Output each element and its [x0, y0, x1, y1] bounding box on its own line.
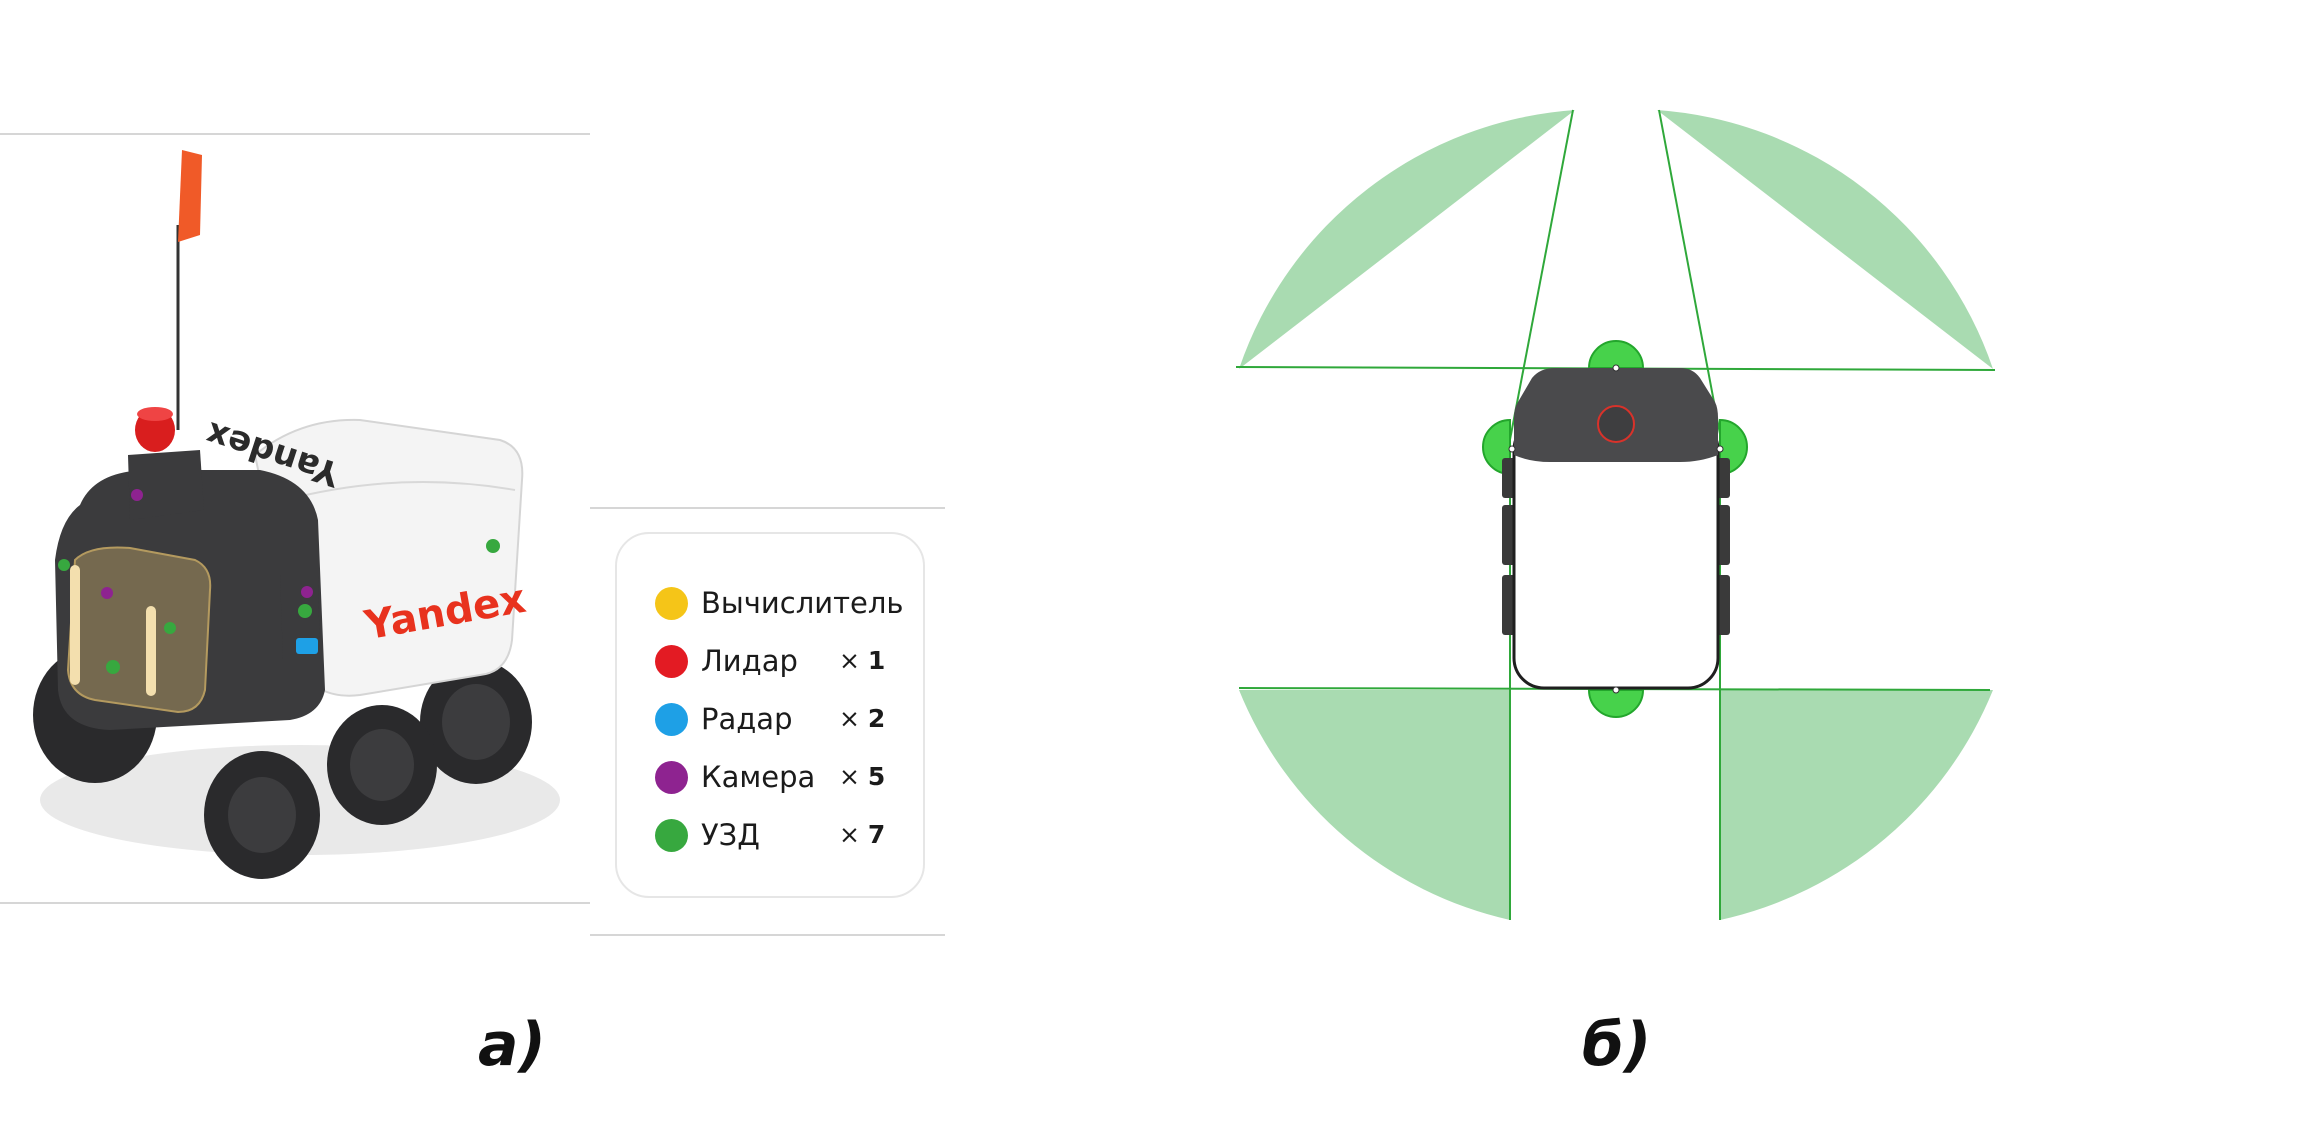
sensor-legend: Вычислитель Лидар × 1 Радар × 2 Камера ×…	[615, 532, 925, 898]
uzd-front-left	[58, 559, 70, 571]
camera-mast	[128, 450, 204, 520]
legend-item-count: × 1	[839, 646, 886, 675]
legend-item-name: Камера	[701, 760, 816, 794]
robot-illustration-panel: Yandex Yandex	[0, 133, 945, 936]
zone-rear-left	[1239, 690, 1510, 920]
legend-item-name: УЗД	[701, 818, 760, 852]
legend-swatch	[655, 819, 688, 852]
lidar-top-view	[1597, 405, 1635, 443]
uzd-rear-sensor	[1587, 689, 1645, 718]
camera-front	[101, 587, 113, 599]
legend-item: Камера × 5	[617, 758, 923, 798]
sensor-point-rear	[1612, 686, 1620, 694]
flag	[178, 150, 202, 242]
legend-item-name: Радар	[701, 702, 793, 736]
sensor-point-front	[1612, 364, 1620, 372]
legend-item: УЗД × 7	[617, 816, 923, 856]
legend-swatch	[655, 587, 688, 620]
camera-mast-lens	[131, 489, 143, 501]
zone-rear-right	[1720, 690, 1993, 920]
zone-front-left	[1239, 110, 1575, 369]
robot-top-view	[1502, 364, 1730, 694]
legend-item: Вычислитель	[617, 584, 923, 624]
uzd-side-2	[298, 604, 312, 618]
zone-front-right	[1657, 110, 1993, 369]
uzd-front-right	[164, 622, 176, 634]
front-panel	[66, 546, 212, 714]
sensor-point-right	[1716, 445, 1724, 453]
legend-item-name: Лидар	[701, 644, 798, 678]
legend-item-count: × 5	[839, 762, 886, 791]
legend-item-count: × 2	[839, 704, 886, 733]
legend-swatch	[655, 703, 688, 736]
legend-swatch	[655, 645, 688, 678]
sensor-point-left	[1508, 445, 1516, 453]
lidar-cap	[137, 407, 173, 421]
legend-item: Лидар × 1	[617, 642, 923, 682]
camera-side	[301, 586, 313, 598]
coverage-diagram	[1235, 109, 1996, 920]
uzd-front-center	[106, 660, 120, 674]
legend-item-name: Вычислитель	[701, 586, 904, 620]
radar-side	[296, 638, 318, 654]
cargo-lid-line	[284, 481, 516, 501]
legend-item-count: × 7	[839, 820, 886, 849]
legend-item: Радар × 2	[617, 700, 923, 740]
uzd-front-sensor	[1587, 340, 1645, 369]
headlight-right	[146, 606, 156, 696]
panel-label-b: б)	[1582, 1010, 1652, 1080]
panel-label-a: а)	[478, 1010, 546, 1080]
legend-swatch	[655, 761, 688, 794]
uzd-sensor-side	[486, 539, 500, 553]
front-wheels	[204, 705, 437, 879]
uzd-sensors	[1482, 340, 1748, 718]
headlight-left	[70, 565, 80, 685]
